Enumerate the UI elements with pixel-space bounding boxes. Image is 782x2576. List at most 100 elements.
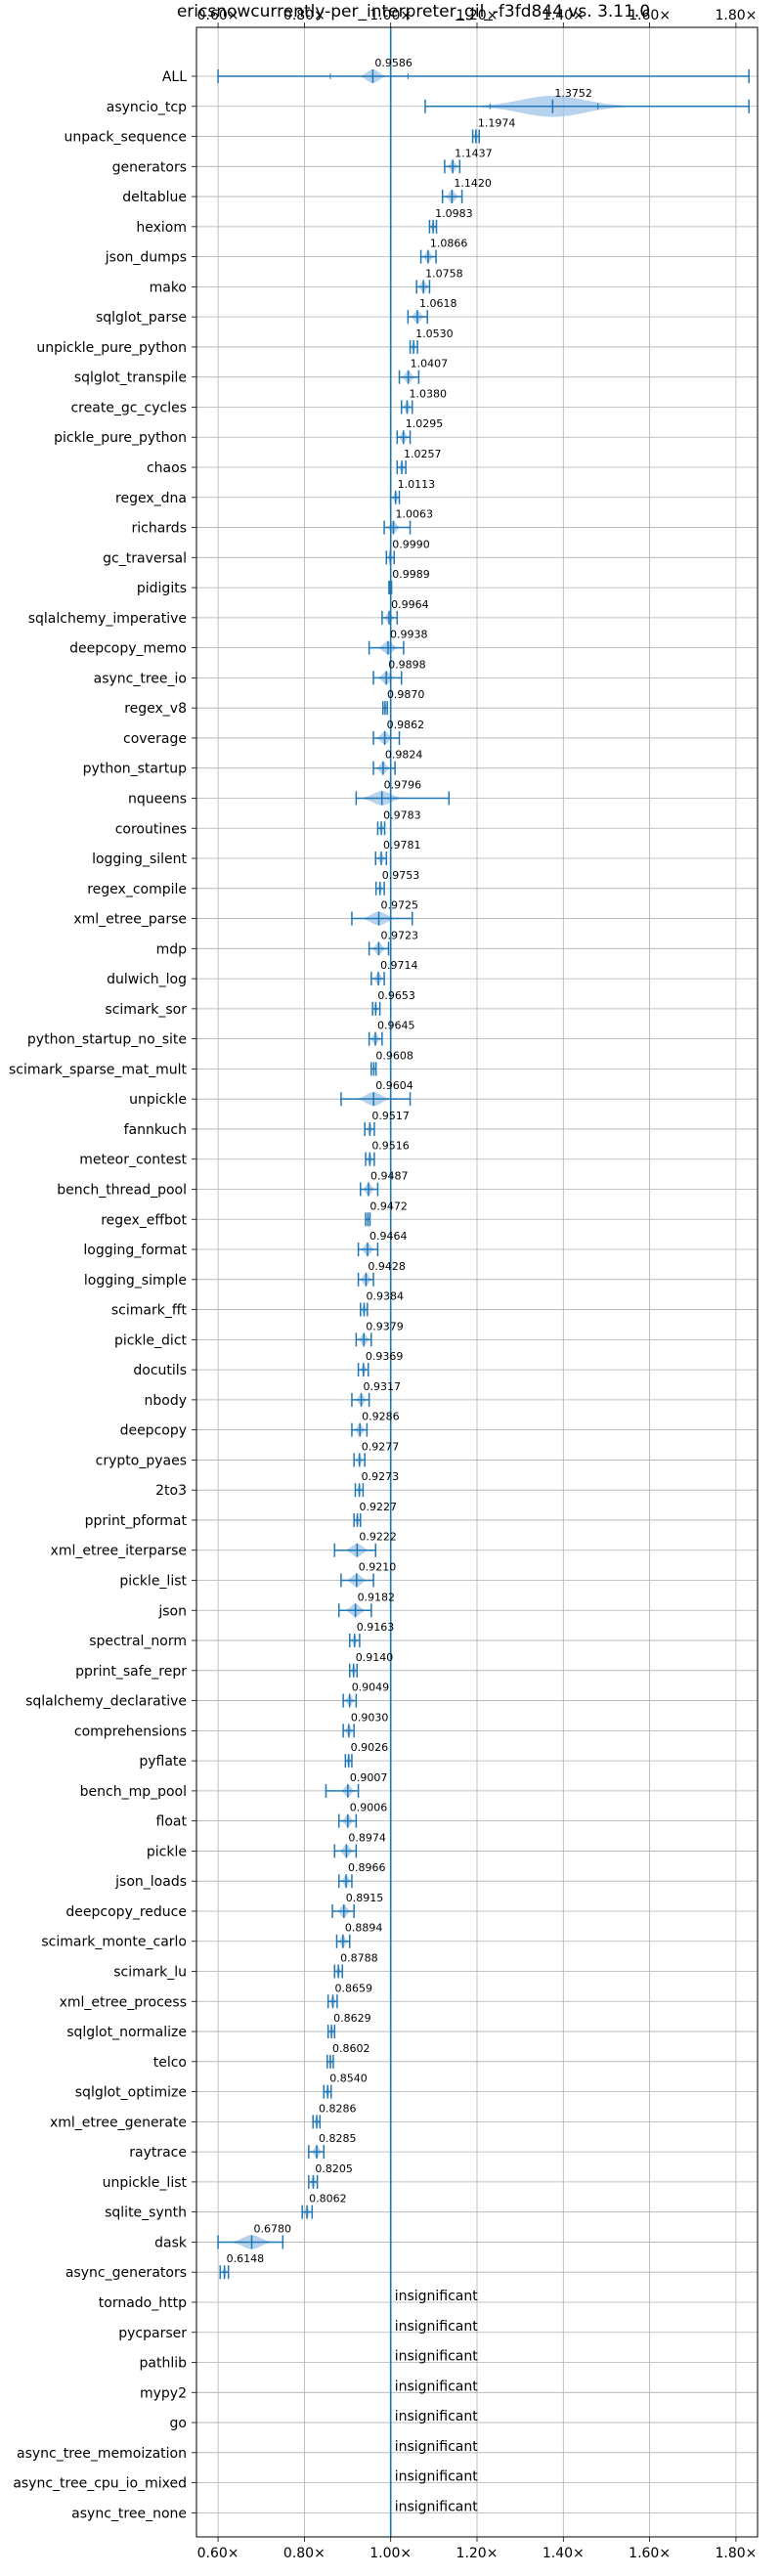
y-tick-label: async_tree_cpu_io_mixed xyxy=(13,2476,187,2492)
value-label: 0.8629 xyxy=(333,2012,371,2025)
violin-scimark-sparse-mat-mult xyxy=(370,1062,377,1076)
y-tick-label: xml_etree_process xyxy=(60,1994,187,2010)
violin-unpickle xyxy=(340,1092,412,1107)
y-tick-label: float xyxy=(156,1814,188,1830)
value-label: 0.8205 xyxy=(315,2162,353,2175)
y-tick-label: mdp xyxy=(156,941,188,957)
insignificant-label: insignificant xyxy=(395,2289,479,2304)
y-tick-label: logging_format xyxy=(83,1243,187,1258)
insignificant-label: insignificant xyxy=(395,2469,479,2485)
value-label: 0.9753 xyxy=(382,869,420,882)
value-label: 0.8285 xyxy=(319,2132,357,2145)
y-tick-label: dulwich_log xyxy=(107,972,187,987)
y-tick-label: pprint_pformat xyxy=(85,1513,188,1529)
y-tick-label: docutils xyxy=(133,1363,187,1378)
value-label: 0.9006 xyxy=(350,1802,388,1814)
value-label: 0.9210 xyxy=(359,1561,397,1574)
x-tick-label-top: 1.80× xyxy=(715,8,757,23)
y-tick-label: pickle_dict xyxy=(114,1332,188,1348)
value-label: 0.9140 xyxy=(356,1651,394,1664)
y-tick-label: bench_thread_pool xyxy=(57,1182,187,1198)
value-label: 0.8974 xyxy=(348,1831,386,1844)
violin-pprint-pformat xyxy=(353,1512,362,1527)
value-label: 0.9783 xyxy=(383,808,421,821)
value-label: 0.8602 xyxy=(332,2042,370,2055)
y-tick-label: pprint_safe_repr xyxy=(75,1664,187,1680)
y-tick-label: regex_v8 xyxy=(124,701,187,717)
violin-deltablue xyxy=(441,190,463,204)
y-tick-label: deepcopy_memo xyxy=(69,641,187,657)
y-tick-label: hexiom xyxy=(136,220,187,236)
x-tick-label-bottom: 0.60× xyxy=(197,2546,239,2561)
x-tick-label-top: 1.00× xyxy=(369,8,412,23)
violin-scimark-fft xyxy=(360,1302,369,1317)
y-tick-label: unpickle xyxy=(129,1092,187,1108)
x-tick-label-top: 0.60× xyxy=(197,8,239,23)
y-tick-label: sqlglot_parse xyxy=(96,310,187,326)
insignificant-label: insignificant xyxy=(395,2319,479,2335)
y-tick-label: tornado_http xyxy=(99,2295,187,2311)
y-tick-label: python_startup xyxy=(83,762,187,777)
violin-regex-compile xyxy=(374,881,385,895)
violin-create-gc-cycles xyxy=(400,400,413,415)
value-label: 0.9653 xyxy=(377,989,415,1002)
violin-dulwich-log xyxy=(370,972,385,986)
y-tick-label: crypto_pyaes xyxy=(96,1453,187,1468)
violin-telco xyxy=(326,2054,334,2069)
value-label: 1.0530 xyxy=(415,327,454,340)
violin-json xyxy=(337,1603,372,1618)
chart-title: ericsnowcurrently-per_interpreter_gil_-f… xyxy=(177,2,650,22)
violin-richards xyxy=(383,520,412,535)
value-label: 0.9182 xyxy=(358,1591,396,1603)
violin-unpack-sequence xyxy=(471,129,480,144)
violin-all xyxy=(217,69,750,83)
value-label: 1.0257 xyxy=(404,448,442,460)
value-label: 1.1974 xyxy=(478,117,516,130)
violin-fannkuch xyxy=(364,1121,375,1136)
value-label: 0.9989 xyxy=(392,568,430,581)
y-tick-label: raytrace xyxy=(129,2145,187,2161)
y-tick-label: python_startup_no_site xyxy=(27,1032,187,1048)
y-tick-label: nbody xyxy=(145,1393,188,1409)
y-tick-label: pathlib xyxy=(140,2356,188,2372)
violin-logging-format xyxy=(357,1243,379,1257)
violin-sqlalchemy-declarative xyxy=(342,1693,358,1708)
x-tick-label-top: 0.80× xyxy=(283,8,326,23)
insignificant-label: insignificant xyxy=(395,2409,479,2424)
value-label: 0.9517 xyxy=(371,1110,410,1122)
y-tick-label: generators xyxy=(112,159,187,175)
violin-sqlglot-optimize xyxy=(323,2084,332,2099)
violin-bench-thread-pool xyxy=(360,1182,379,1197)
y-tick-label: bench_mp_pool xyxy=(80,1784,187,1800)
value-label: 0.9516 xyxy=(371,1140,410,1153)
y-tick-label: unpickle_pure_python xyxy=(36,340,187,356)
y-tick-label: regex_compile xyxy=(87,882,187,897)
value-label: 0.9026 xyxy=(351,1741,389,1754)
y-tick-label: sqlalchemy_declarative xyxy=(25,1694,187,1710)
y-tick-label: scimark_fft xyxy=(111,1303,188,1319)
value-label: 0.8915 xyxy=(346,1892,384,1904)
y-tick-label: scimark_lu xyxy=(113,1965,187,1981)
y-tick-label: json_loads xyxy=(114,1874,187,1890)
x-tick-label-bottom: 1.00× xyxy=(369,2546,412,2561)
violin-async-tree-io xyxy=(372,671,403,685)
y-tick-label: mypy2 xyxy=(140,2385,187,2401)
value-label: 0.8894 xyxy=(345,1922,383,1935)
y-tick-label: pickle_list xyxy=(119,1574,187,1590)
value-label: 0.9369 xyxy=(366,1350,404,1363)
y-tick-label: deltablue xyxy=(122,190,187,205)
violin-dask xyxy=(217,2235,284,2249)
violin-json-loads xyxy=(337,1874,353,1889)
value-label: 0.9645 xyxy=(377,1020,415,1032)
value-label: 0.9317 xyxy=(364,1380,402,1393)
value-label: 0.8966 xyxy=(348,1861,386,1874)
y-tick-label: mako xyxy=(150,280,187,295)
violin-pickle xyxy=(333,1844,358,1858)
y-tick-label: sqlglot_optimize xyxy=(75,2085,187,2101)
x-tick-label-top: 1.20× xyxy=(456,8,499,23)
y-tick-label: xml_etree_generate xyxy=(50,2115,187,2130)
value-label: 0.9723 xyxy=(380,929,418,941)
violin-mdp xyxy=(368,941,390,956)
y-tick-label: pidigits xyxy=(137,581,187,596)
